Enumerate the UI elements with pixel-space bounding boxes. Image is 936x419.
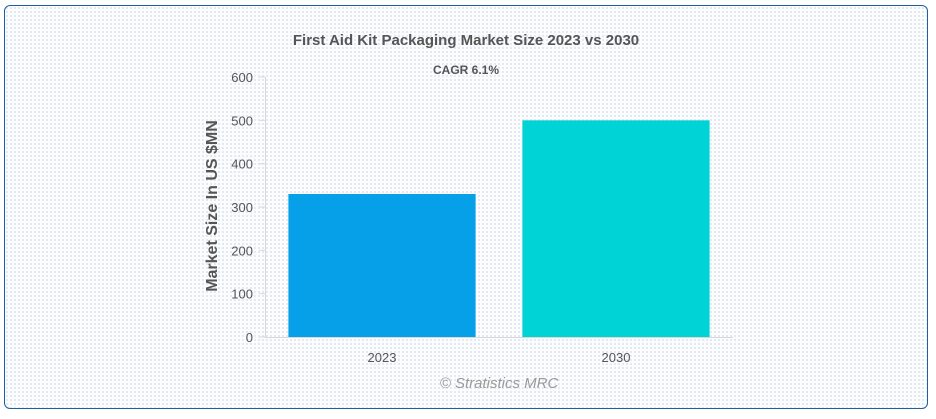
- x-tick-label: 2023: [368, 350, 397, 365]
- bar-2030[interactable]: [522, 120, 710, 337]
- y-tick-label: 600: [231, 70, 253, 85]
- y-axis-label: Market Size In US $MN: [204, 120, 221, 292]
- chart-title: First Aid Kit Packaging Market Size 2023…: [293, 32, 639, 49]
- watermark: © Stratistics MRC: [440, 375, 559, 392]
- y-tick-label: 0: [246, 330, 253, 345]
- bars: [288, 120, 710, 337]
- y-tick-label: 200: [231, 243, 253, 258]
- y-tick-label: 400: [231, 157, 253, 172]
- y-axis: 0 100 200 300 400 500 600: [231, 70, 265, 345]
- y-tick-label: 500: [231, 113, 253, 128]
- y-tick-label: 100: [231, 287, 253, 302]
- bar-2023[interactable]: [288, 194, 476, 337]
- y-tick-label: 300: [231, 200, 253, 215]
- x-tick-label: 2030: [602, 350, 631, 365]
- x-axis: 2023 2030: [368, 350, 631, 365]
- chart-subtitle: CAGR 6.1%: [433, 63, 499, 77]
